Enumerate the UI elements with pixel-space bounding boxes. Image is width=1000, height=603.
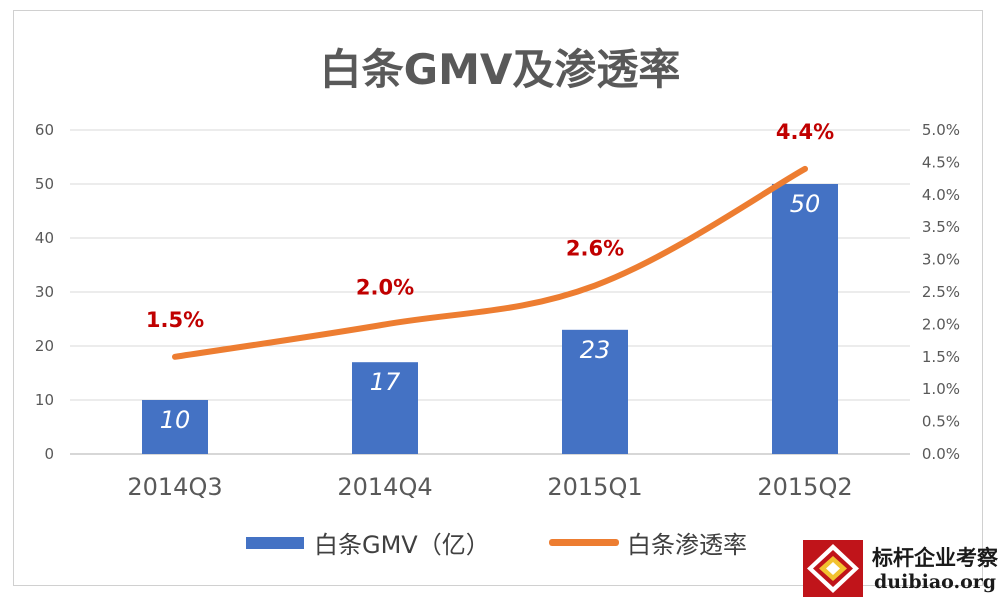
watermark-name: 标杆企业考察 — [872, 545, 998, 570]
legend-label-rate: 白条渗透率 — [627, 531, 747, 559]
right-tick-label: 4.5% — [922, 153, 960, 171]
bar-data-label: 50 — [790, 190, 821, 218]
legend-swatch-line — [549, 539, 619, 546]
bar-series — [142, 184, 838, 454]
right-tick-label: 5.0% — [922, 121, 960, 139]
bar-gmv — [772, 184, 838, 454]
data-labels: 10 17 23 50 1.5% 2.0% 2.6% 4.4% — [146, 120, 834, 434]
x-tick-label: 2015Q2 — [757, 473, 852, 501]
bar-gmv — [142, 400, 208, 454]
line-data-label: 4.4% — [776, 120, 834, 144]
left-tick-label: 30 — [35, 283, 54, 301]
right-tick-label: 4.0% — [922, 186, 960, 204]
x-axis-labels: 2014Q3 2014Q4 2015Q1 2015Q2 — [127, 473, 852, 501]
chart-title: 白条GMV及渗透率 — [319, 45, 681, 94]
x-tick-label: 2014Q4 — [337, 473, 432, 501]
right-y-axis: 0.0% 0.5% 1.0% 1.5% 2.0% 2.5% 3.0% 3.5% 4.0% 4.5%… — [922, 121, 960, 463]
right-tick-label: 0.5% — [922, 413, 960, 431]
right-tick-label: 2.0% — [922, 315, 960, 333]
left-tick-label: 50 — [35, 175, 54, 193]
left-tick-label: 20 — [35, 337, 54, 355]
line-data-label: 1.5% — [146, 308, 204, 332]
x-tick-label: 2015Q1 — [547, 473, 642, 501]
right-tick-label: 3.5% — [922, 218, 960, 236]
right-tick-label: 1.5% — [922, 348, 960, 366]
right-tick-label: 0.0% — [922, 445, 960, 463]
bar-gmv — [352, 362, 418, 454]
legend-swatch-bar — [246, 536, 304, 549]
right-tick-label: 2.5% — [922, 283, 960, 301]
left-y-axis: 0 10 20 30 40 50 60 — [35, 121, 54, 463]
bar-data-label: 17 — [370, 368, 401, 396]
right-tick-label: 1.0% — [922, 380, 960, 398]
left-tick-label: 40 — [35, 229, 54, 247]
line-rate — [172, 165, 808, 360]
gridlines — [70, 129, 910, 455]
legend: 白条GMV（亿） 白条渗透率 — [0, 525, 1000, 561]
left-tick-label: 60 — [35, 121, 54, 139]
watermark-url: duibiao.org — [874, 571, 997, 593]
watermark: 标杆企业考察 duibiao.org — [800, 540, 1000, 600]
right-tick-label: 3.0% — [922, 251, 960, 269]
bar-data-label: 23 — [580, 336, 611, 364]
bar-gmv — [562, 329, 628, 454]
line-series — [172, 165, 808, 360]
line-data-label: 2.0% — [356, 275, 414, 299]
x-tick-label: 2014Q3 — [127, 473, 222, 501]
left-tick-label: 0 — [44, 445, 54, 463]
left-tick-label: 10 — [35, 391, 54, 409]
diamond-logo-icon — [803, 540, 863, 597]
line-data-label: 2.6% — [566, 237, 624, 261]
bar-data-label: 10 — [160, 406, 191, 434]
legend-label-gmv: 白条GMV（亿） — [314, 531, 490, 559]
legend-item-rate: 白条渗透率 — [549, 525, 747, 560]
legend-item-gmv: 白条GMV（亿） — [246, 525, 490, 560]
